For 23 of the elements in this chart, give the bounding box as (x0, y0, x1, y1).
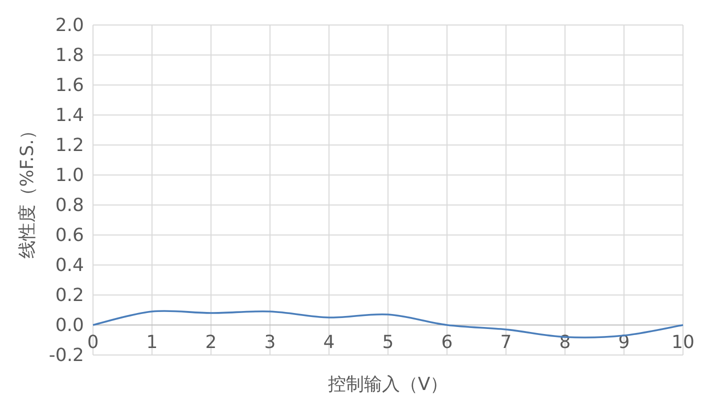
y-tick-label: -0.2 (48, 345, 84, 366)
y-tick-label: 2.0 (55, 15, 84, 36)
x-tick-label: 3 (264, 332, 276, 353)
x-tick-label: 10 (672, 332, 694, 353)
x-tick-label: 5 (382, 332, 394, 353)
x-axis-title: 控制输入（V） (328, 374, 448, 395)
x-tick-label: 0 (87, 332, 99, 353)
y-axis-title: 线性度（%F.S.） (17, 121, 38, 259)
y-tick-label: 0.6 (55, 225, 84, 246)
y-tick-label: 1.2 (55, 135, 84, 156)
x-tick-label: 2 (205, 332, 217, 353)
y-tick-label: 0.4 (55, 255, 84, 276)
x-tick-label: 4 (323, 332, 335, 353)
y-tick-label: 1.6 (55, 75, 84, 96)
y-tick-label: 1.0 (55, 165, 84, 186)
y-tick-label: 1.4 (55, 105, 84, 126)
x-tick-label: 1 (146, 332, 158, 353)
y-tick-label: 1.8 (55, 45, 84, 66)
x-tick-label: 6 (441, 332, 453, 353)
y-tick-label: 0.2 (55, 285, 84, 306)
y-tick-label: 0.0 (55, 315, 84, 336)
x-tick-label: 7 (500, 332, 512, 353)
y-tick-label: 0.8 (55, 195, 84, 216)
